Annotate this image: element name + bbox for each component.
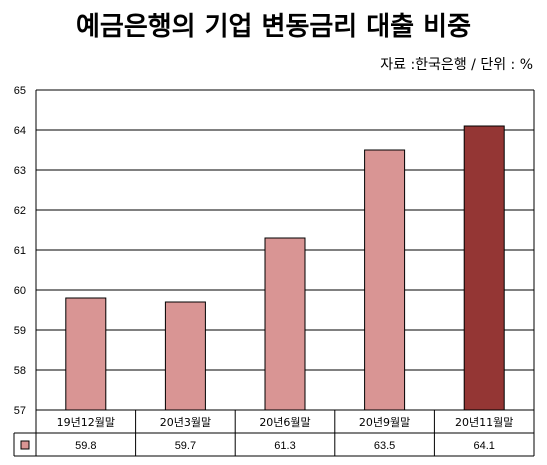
data-value-label: 59.7: [175, 440, 196, 452]
category-label: 20년9월말: [359, 416, 410, 429]
y-tick-label: 61: [14, 245, 26, 257]
category-label: 19년12월말: [57, 416, 115, 429]
y-tick-label: 57: [14, 405, 26, 417]
legend-swatch: [20, 440, 30, 450]
bar-19년12월말: [65, 297, 107, 411]
data-value-label: 59.8: [75, 440, 96, 452]
chart-title: 예금은행의 기업 변동금리 대출 비중: [75, 12, 471, 42]
bar-20년11월말: [463, 125, 505, 411]
y-tick-label: 58: [14, 365, 26, 377]
bar-20년3월말: [164, 301, 206, 411]
bar-20년9월말: [364, 149, 406, 411]
category-label: 20년11월말: [455, 416, 513, 429]
bar-20년6월말: [264, 237, 306, 411]
y-tick-label: 64: [14, 125, 26, 137]
y-tick-label: 65: [14, 85, 26, 97]
category-label: 20년6월말: [259, 416, 310, 429]
source-note: 자료 :한국은행 / 단위 : %: [380, 57, 533, 73]
data-value-label: 64.1: [473, 440, 494, 452]
y-tick-label: 63: [14, 165, 26, 177]
y-tick-label: 62: [14, 205, 26, 217]
y-tick-label: 60: [14, 285, 26, 297]
data-value-label: 61.3: [274, 440, 295, 452]
category-label: 20년3월말: [160, 416, 211, 429]
data-value-label: 63.5: [374, 440, 395, 452]
y-tick-label: 59: [14, 325, 26, 337]
